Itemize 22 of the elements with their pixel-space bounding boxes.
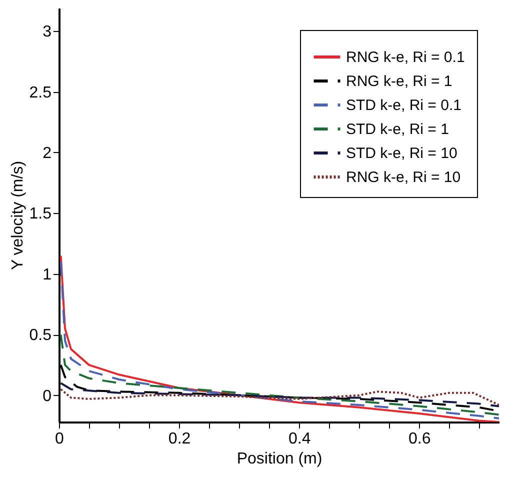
y-tick-label: 2 [42, 144, 52, 162]
y-tick-label: 3 [42, 24, 52, 41]
y-tick-label: 1 [42, 266, 52, 284]
y-tick-label: 1.5 [29, 206, 52, 223]
x-tick-label: 0.4 [288, 430, 311, 448]
legend-label: RNG k-e, Ri = 10 [346, 169, 461, 186]
legend-label: STD k-e, Ri = 0.1 [346, 97, 462, 114]
line-series [60, 388, 499, 406]
x-tick-label: 0 [55, 430, 64, 448]
line-series [60, 334, 499, 416]
x-tick-label: 0.6 [408, 430, 431, 448]
legend-label: RNG k-e, Ri = 1 [346, 73, 452, 90]
y-tick-label: 0 [42, 388, 52, 405]
x-tick-label: 0.2 [168, 430, 191, 448]
y-tick-label: 2.5 [29, 84, 52, 102]
y-tick-label: 0.5 [29, 327, 52, 344]
legend-label: STD k-e, Ri = 1 [346, 121, 449, 138]
line-series [60, 382, 499, 408]
y-axis-title: Y velocity (m/s) [9, 160, 26, 270]
legend-label: RNG k-e, Ri = 0.1 [346, 49, 465, 66]
x-axis-title: Position (m) [236, 450, 322, 468]
legend-label: STD k-e, Ri = 10 [346, 145, 458, 162]
